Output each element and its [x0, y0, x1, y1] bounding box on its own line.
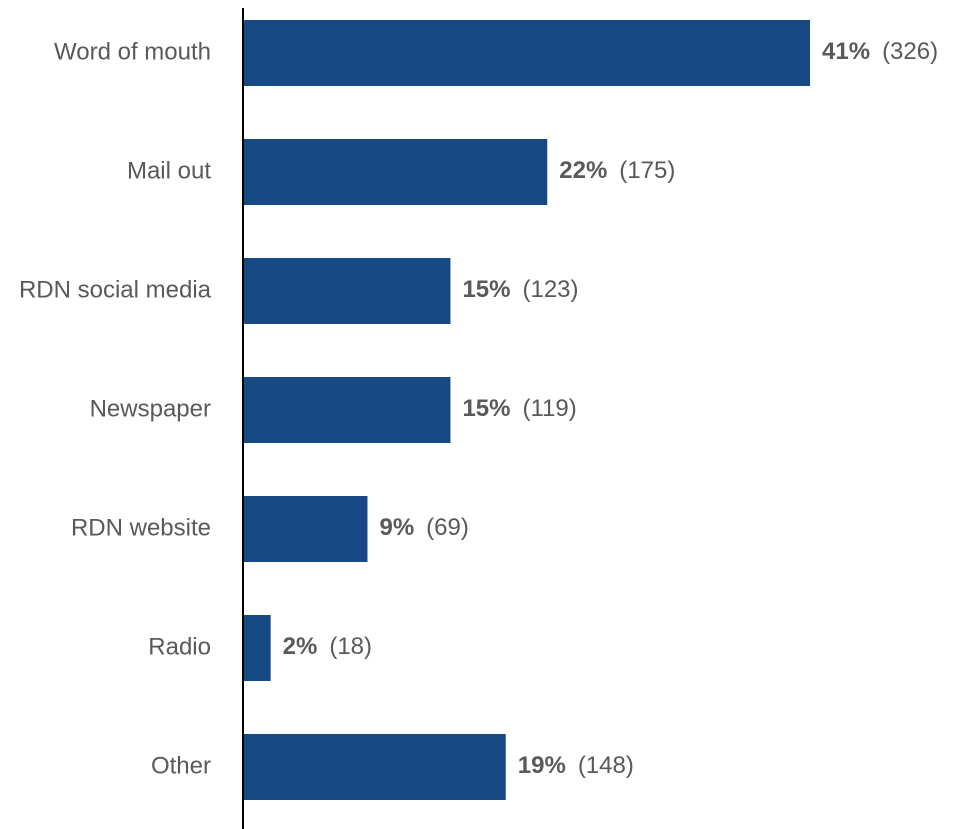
- percent-label: 15%: [462, 395, 510, 422]
- count-label: (123): [522, 276, 578, 303]
- bar: [243, 258, 451, 324]
- category-label: Mail out: [127, 157, 211, 184]
- category-label: Newspaper: [90, 395, 211, 422]
- bar: [243, 734, 506, 800]
- category-label: Radio: [148, 633, 211, 660]
- value-label: 2% (18): [283, 633, 372, 660]
- bar: [243, 20, 811, 86]
- count-label: (69): [426, 514, 469, 541]
- percent-label: 2%: [283, 633, 318, 660]
- percent-label: 22%: [559, 157, 607, 184]
- value-label: 15% (123): [462, 276, 578, 303]
- value-label: 19% (148): [518, 752, 634, 779]
- value-label: 9% (69): [379, 514, 468, 541]
- count-label: (326): [882, 38, 938, 65]
- value-label: 15% (119): [462, 395, 576, 422]
- category-label: Word of mouth: [54, 38, 211, 65]
- category-label: RDN website: [71, 514, 211, 541]
- count-label: (148): [578, 752, 634, 779]
- category-label: RDN social media: [19, 276, 212, 303]
- count-label: (18): [329, 633, 372, 660]
- percent-label: 41%: [822, 38, 870, 65]
- percent-label: 19%: [518, 752, 566, 779]
- value-label: 41% (326): [822, 38, 938, 65]
- percent-label: 9%: [379, 514, 414, 541]
- bar: [243, 377, 451, 443]
- percent-label: 15%: [462, 276, 510, 303]
- count-label: (175): [619, 157, 675, 184]
- bar: [243, 139, 548, 205]
- value-label: 22% (175): [559, 157, 675, 184]
- category-label: Other: [151, 752, 211, 779]
- bar: [243, 496, 368, 562]
- count-label: (119): [522, 395, 576, 422]
- bar: [243, 615, 271, 681]
